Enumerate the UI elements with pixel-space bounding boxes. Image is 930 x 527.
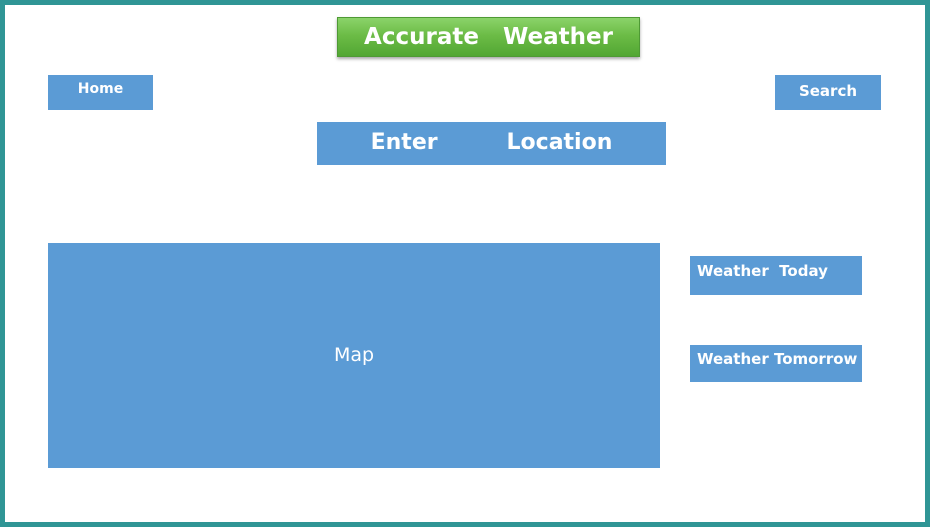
home-button[interactable]: Home [48, 75, 153, 110]
weather-tomorrow-button[interactable]: Weather Tomorrow [690, 345, 862, 382]
map-panel[interactable]: Map [48, 243, 660, 468]
search-button[interactable]: Search [775, 75, 881, 110]
map-label: Map [333, 343, 375, 366]
weather-today-button[interactable]: Weather Today [690, 256, 862, 295]
location-input[interactable]: Enter Location [317, 122, 666, 165]
app-title-banner: Accurate Weather [337, 17, 640, 57]
